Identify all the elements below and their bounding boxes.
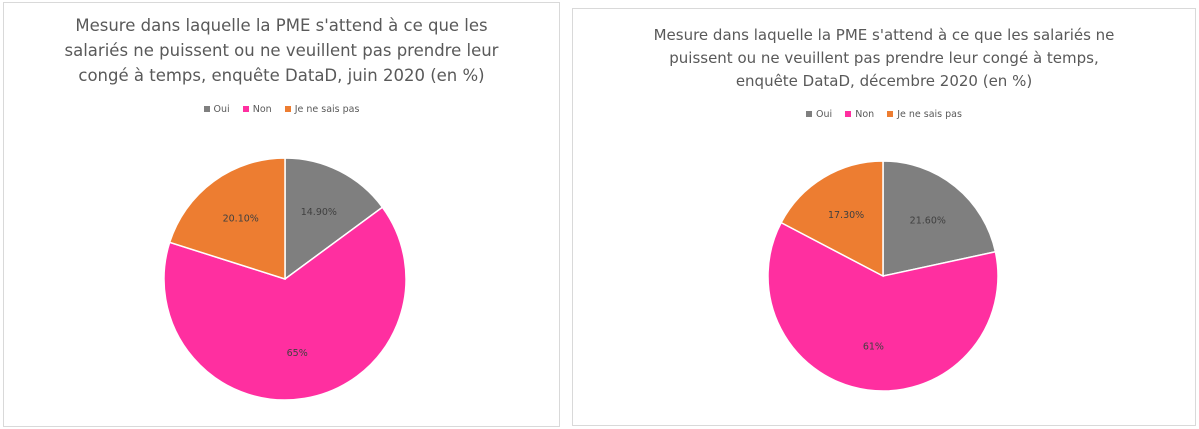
data-label-je-ne-sais-pas: 20.10% — [223, 213, 259, 224]
legend-item-je-ne-sais-pas: Je ne sais pas — [887, 109, 962, 120]
chart-panel-june-2020: Mesure dans laquelle la PME s'attend à c… — [3, 2, 560, 427]
legend-item-oui: Oui — [203, 104, 230, 115]
legend-label: Oui — [816, 109, 833, 120]
pie-slice-je-ne-sais-pas — [780, 160, 884, 278]
chart-title-line: enquête DataD, décembre 2020 (en %) — [735, 72, 1033, 90]
data-label-oui: 14.90% — [301, 207, 337, 218]
pie-slice-oui — [882, 160, 997, 277]
legend-swatch — [242, 105, 249, 112]
data-label-je-ne-sais-pas: 17.30% — [828, 210, 864, 221]
pie-slice-oui — [284, 157, 384, 281]
chart-panel-december-2020: Mesure dans laquelle la PME s'attend à c… — [572, 8, 1196, 426]
chart-title-line: Mesure dans laquelle la PME s'attend à c… — [75, 16, 488, 35]
legend-label: Je ne sais pas — [897, 109, 962, 120]
legend-swatch — [806, 110, 813, 117]
legend-swatch — [845, 110, 852, 117]
pie-chart: 21.60% 61% 17.30% — [767, 160, 999, 392]
pie-slice-non — [767, 221, 999, 392]
legend-item-non: Non — [242, 104, 272, 115]
legend-label: Je ne sais pas — [294, 104, 360, 115]
legend-item-oui: Oui — [806, 109, 832, 120]
legend-item-je-ne-sais-pas: Je ne sais pas — [284, 104, 360, 115]
legend-item-non: Non — [845, 109, 874, 120]
legend-label: Oui — [213, 104, 230, 115]
legend-swatch — [887, 110, 894, 117]
pie-slice-je-ne-sais-pas — [168, 157, 286, 281]
chart-legend: Oui Non Je ne sais pas — [573, 109, 1195, 120]
chart-title-line: congé à temps, enquête DataD, juin 2020 … — [78, 66, 485, 85]
chart-title-line: Mesure dans laquelle la PME s'attend à c… — [653, 26, 1115, 44]
data-label-oui: 21.60% — [910, 216, 946, 227]
chart-title: Mesure dans laquelle la PME s'attend à c… — [573, 24, 1195, 93]
data-label-non: 61% — [863, 342, 884, 353]
chart-legend: Oui Non Je ne sais pas — [4, 104, 559, 115]
legend-swatch — [203, 105, 210, 112]
chart-title: Mesure dans laquelle la PME s'attend à c… — [4, 13, 559, 88]
data-label-non: 65% — [287, 348, 308, 359]
legend-label: Non — [855, 109, 875, 120]
legend-label: Non — [252, 104, 272, 115]
pie-chart: 14.90% 65% 20.10% — [163, 157, 407, 401]
chart-title-line: puissent ou ne veuillent pas prendre leu… — [669, 49, 1099, 67]
legend-swatch — [284, 105, 291, 112]
pie-slice-non — [163, 206, 407, 401]
chart-title-line: salariés ne puissent ou ne veuillent pas… — [64, 41, 499, 60]
